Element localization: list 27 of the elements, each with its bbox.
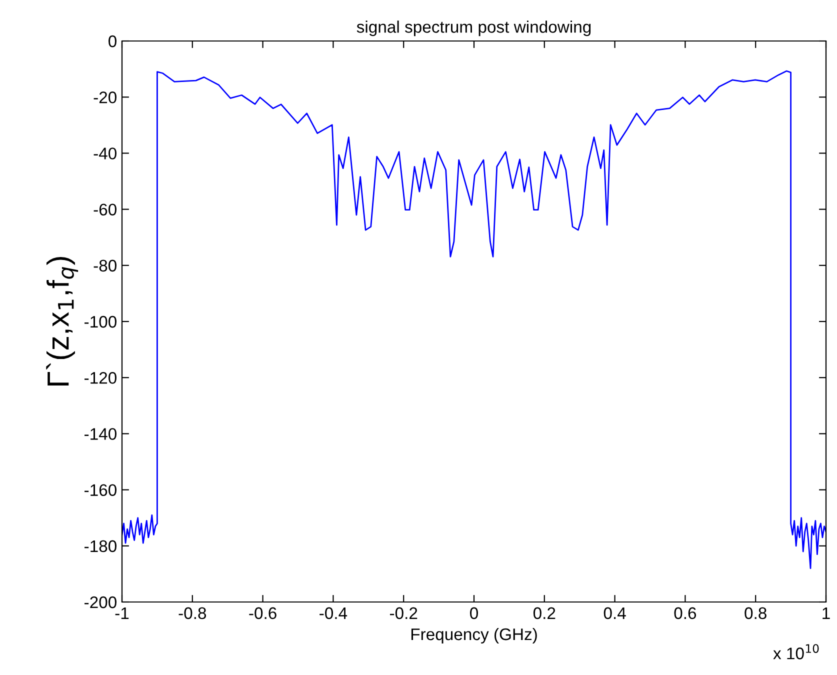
x-tick-label: 0.6 <box>674 607 696 620</box>
x-tick-label: 0 <box>470 607 478 620</box>
x-axis-title: Frequency (GHz) <box>411 628 537 644</box>
y-tick-label: -100 <box>84 316 116 328</box>
x-tick-label: -0.2 <box>390 607 418 620</box>
x-tick-label: -0.6 <box>249 607 276 620</box>
y-tick-label: -60 <box>94 204 116 216</box>
x-tick-label: 1 <box>822 607 830 619</box>
y-tick-label: -120 <box>84 372 116 384</box>
x-tick-label: -0.8 <box>178 607 206 620</box>
text: x 10$^{10}$ <box>773 644 819 660</box>
y-tick-label: -180 <box>84 540 116 552</box>
chart-title: signal spectrum post windowing <box>356 20 591 36</box>
x-tick-label: -1 <box>115 607 129 619</box>
x-tick-label: 0.2 <box>533 607 556 620</box>
line-series <box>122 70 826 570</box>
y-tick-label: -160 <box>84 484 116 496</box>
x-tick-label: 0.4 <box>604 607 626 620</box>
y-tick-label: 0 <box>108 35 116 48</box>
y-tick-label: -200 <box>84 596 116 608</box>
y-tick-label: -140 <box>84 428 116 440</box>
x-tick-label: 0.8 <box>744 607 766 620</box>
y-axis-title: Γ`(z,x$_{1}$,f$_{q}$) <box>46 257 78 386</box>
y-tick-label: -40 <box>94 148 116 160</box>
y-tick-label: -20 <box>94 92 116 104</box>
x-tick-label: -0.4 <box>320 607 348 620</box>
y-tick-label: -80 <box>94 260 116 272</box>
